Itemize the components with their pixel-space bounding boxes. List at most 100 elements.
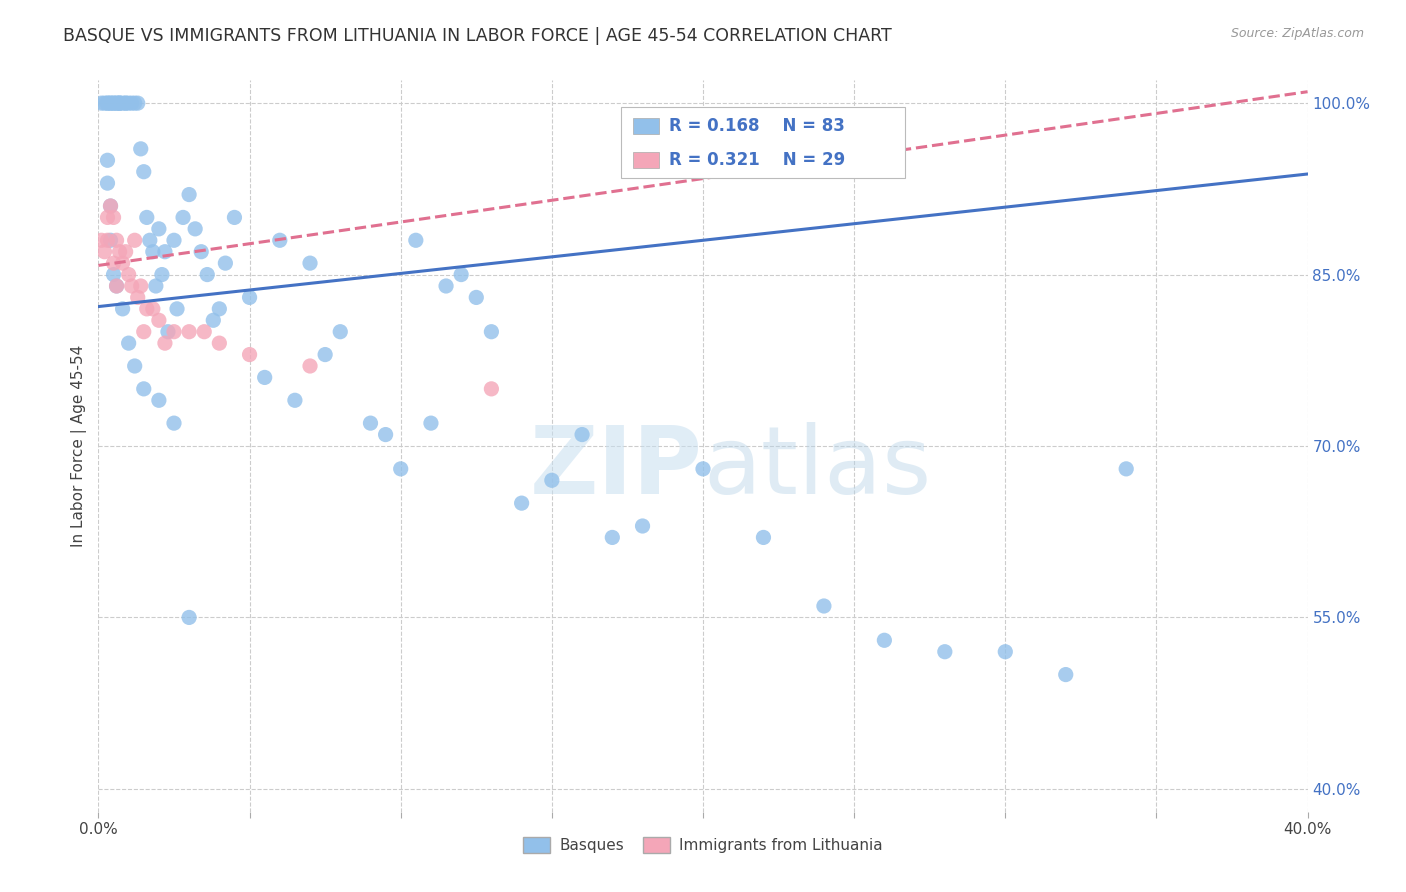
Point <box>135 301 157 316</box>
Point <box>96 233 118 247</box>
Point <box>129 279 152 293</box>
Point <box>450 268 472 282</box>
Point <box>934 645 956 659</box>
Point <box>374 427 396 442</box>
Point <box>108 96 131 111</box>
Point <box>156 325 179 339</box>
Point <box>163 416 186 430</box>
Point <box>179 610 201 624</box>
Point <box>90 233 112 247</box>
Point <box>96 176 118 190</box>
Point <box>124 359 146 373</box>
Point <box>224 211 246 225</box>
Point <box>602 530 624 544</box>
Point <box>103 96 125 111</box>
Point <box>103 268 125 282</box>
Point <box>208 301 231 316</box>
Point <box>299 359 322 373</box>
Point <box>239 290 262 304</box>
Point <box>124 233 146 247</box>
Point <box>202 313 225 327</box>
Point <box>105 279 128 293</box>
Point <box>90 96 112 111</box>
Point <box>129 142 152 156</box>
Point <box>127 96 149 111</box>
Point <box>329 325 352 339</box>
Point <box>148 222 170 236</box>
Point <box>269 233 291 247</box>
Point <box>111 256 134 270</box>
Point <box>118 96 141 111</box>
Point <box>153 244 176 259</box>
Text: R = 0.321    N = 29: R = 0.321 N = 29 <box>669 151 845 169</box>
Point <box>135 211 157 225</box>
Point <box>127 290 149 304</box>
Point <box>389 462 412 476</box>
Text: R = 0.168    N = 83: R = 0.168 N = 83 <box>669 118 845 136</box>
Point <box>93 244 115 259</box>
Point <box>163 233 186 247</box>
Text: BASQUE VS IMMIGRANTS FROM LITHUANIA IN LABOR FORCE | AGE 45-54 CORRELATION CHART: BASQUE VS IMMIGRANTS FROM LITHUANIA IN L… <box>63 27 891 45</box>
Point <box>631 519 654 533</box>
Point <box>239 348 262 362</box>
Point <box>1054 667 1077 681</box>
Point <box>420 416 443 430</box>
Point <box>108 244 131 259</box>
Point <box>124 96 146 111</box>
Point <box>153 336 176 351</box>
Point <box>172 211 194 225</box>
Point <box>132 382 155 396</box>
Point <box>111 301 134 316</box>
Point <box>105 96 128 111</box>
Point <box>121 96 143 111</box>
Point <box>208 336 231 351</box>
Point <box>360 416 382 430</box>
Point <box>813 599 835 613</box>
Point <box>179 187 201 202</box>
Point <box>105 96 128 111</box>
Point <box>139 233 162 247</box>
Point <box>105 233 128 247</box>
Text: Source: ZipAtlas.com: Source: ZipAtlas.com <box>1230 27 1364 40</box>
Point <box>179 325 201 339</box>
Point <box>100 233 122 247</box>
Point <box>405 233 427 247</box>
Legend: Basques, Immigrants from Lithuania: Basques, Immigrants from Lithuania <box>517 830 889 859</box>
Point <box>873 633 896 648</box>
Point <box>121 279 143 293</box>
Point <box>481 382 503 396</box>
Point <box>103 211 125 225</box>
Point <box>103 96 125 111</box>
Point <box>481 325 503 339</box>
Point <box>214 256 236 270</box>
Point <box>96 211 118 225</box>
Point <box>166 301 188 316</box>
Point <box>692 462 714 476</box>
Point <box>540 473 562 487</box>
Point <box>148 393 170 408</box>
Point <box>132 325 155 339</box>
Point <box>163 325 186 339</box>
Point <box>994 645 1017 659</box>
Point <box>190 244 212 259</box>
Point <box>284 393 307 408</box>
Point <box>108 96 131 111</box>
Point <box>253 370 276 384</box>
Point <box>118 268 141 282</box>
Text: atlas: atlas <box>703 422 931 514</box>
Point <box>142 244 165 259</box>
Point <box>195 268 218 282</box>
Point <box>752 530 775 544</box>
Point <box>145 279 167 293</box>
Point <box>132 164 155 178</box>
Point <box>118 336 141 351</box>
Point <box>108 96 131 111</box>
Point <box>193 325 215 339</box>
Point <box>465 290 488 304</box>
Point <box>96 96 118 111</box>
Point <box>299 256 322 270</box>
FancyBboxPatch shape <box>633 119 659 135</box>
Point <box>114 96 136 111</box>
Point <box>100 199 122 213</box>
Point <box>96 153 118 168</box>
